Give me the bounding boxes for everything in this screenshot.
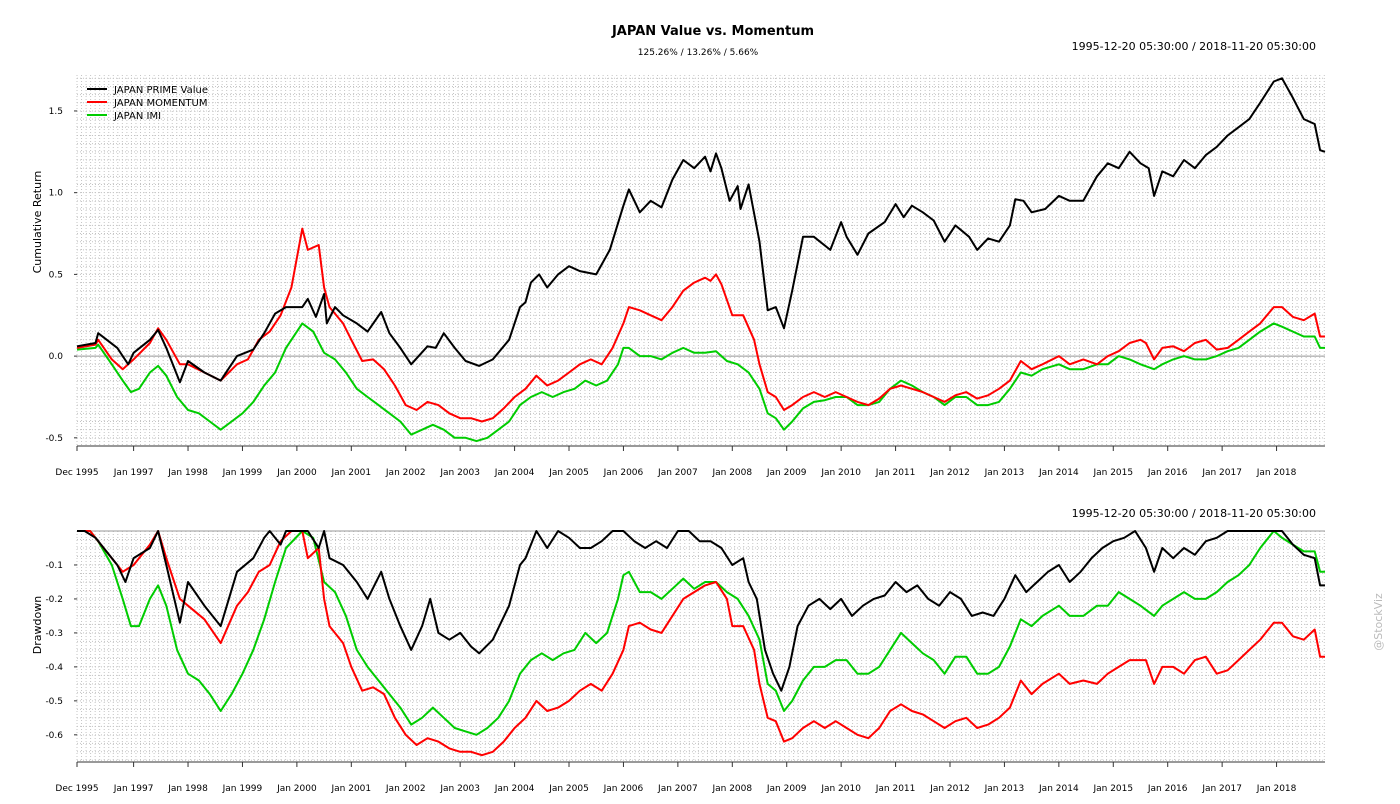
x-tick-label: Jan 2011 [875,784,916,794]
x-tick-label: Jan 2001 [330,468,371,478]
y-tick-label: -0.4 [45,663,63,673]
legend: JAPAN PRIME Value JAPAN MOMENTUM JAPAN IMI [87,85,208,122]
x-tick-label: Jan 2004 [494,784,535,794]
x-tick-label: Dec 1995 [55,784,98,794]
x-tick-label: Jan 2005 [548,468,589,478]
x-tick-label: Jan 2006 [603,784,644,794]
x-tick-label: Jan 2012 [929,468,970,478]
x-tick-label: Jan 2006 [603,468,644,478]
x-tick-label: Jan 2001 [330,784,371,794]
x-tick-label: Jan 2007 [657,784,698,794]
x-tick-label: Jan 2008 [711,784,752,794]
x-tick-label: Jan 2003 [439,468,480,478]
y-tick-label: -0.3 [45,629,63,639]
x-tick-label: Jan 2017 [1201,784,1242,794]
drawdown-panel: -0.1 -0.2 -0.3 -0.4 -0.5 -0.6 Dec 1995 Jan 1997… [45,530,1325,794]
bottom-date-range: 1995-12-20 05:30:00 / 2018-11-20 05:30:0… [1072,507,1316,520]
x-tick-label: Jan 2004 [494,468,535,478]
bottom-y-axis-label: Drawdown [31,596,44,654]
bottom-series-japan-prime-value [77,530,1325,692]
y-tick-label: 1.5 [49,107,63,117]
legend-label: JAPAN MOMENTUM [113,98,208,109]
x-tick-label: Jan 2013 [984,468,1025,478]
top-horizontal-gridlines [77,77,1325,447]
y-tick-label: -0.2 [45,595,63,605]
legend-item: JAPAN PRIME Value [87,85,208,96]
x-tick-label: Jan 2002 [385,468,426,478]
x-tick-label: Jan 1999 [222,784,263,794]
x-tick-label: Jan 2009 [766,468,807,478]
x-tick-label: Jan 1997 [113,784,154,794]
legend-label: JAPAN IMI [113,111,161,122]
x-tick-label: Jan 2018 [1256,468,1297,478]
bottom-vertical-gridlines [76,531,1325,762]
x-tick-label: Jan 2015 [1092,784,1133,794]
x-tick-label: Jan 2000 [276,468,317,478]
x-tick-label: Jan 2010 [820,468,861,478]
y-tick-label: 0.5 [49,270,63,280]
bottom-horizontal-gridlines [77,530,1325,761]
bottom-series-japan-momentum [77,530,1325,757]
y-tick-label: -0.5 [45,697,63,707]
top-series-japan-momentum [76,227,1325,423]
x-tick-label: Jan 2016 [1147,468,1188,478]
legend-item: JAPAN IMI [87,111,161,122]
x-tick-label: Jan 1997 [113,468,154,478]
x-tick-label: Jan 2010 [820,784,861,794]
x-tick-label: Jan 2009 [766,784,807,794]
x-tick-label: Jan 2011 [875,468,916,478]
x-tick-label: Jan 2016 [1147,784,1188,794]
x-tick-label: Jan 2007 [657,468,698,478]
x-tick-label: Jan 2003 [439,784,480,794]
chart-title: JAPAN Value vs. Momentum [611,24,814,39]
y-tick-label: -0.1 [45,561,63,571]
x-tick-label: Jan 2002 [385,784,426,794]
x-tick-label: Jan 2017 [1201,468,1242,478]
x-tick-label: Jan 1998 [167,468,208,478]
x-tick-label: Jan 2014 [1038,784,1079,794]
cumulative-return-panel: -0.5 0.0 0.5 1.0 1.5 Dec 1995 Jan 1997 Jan 1998… [45,75,1326,478]
x-tick-label: Jan 2008 [711,468,752,478]
x-tick-label: Jan 2000 [276,784,317,794]
bottom-series-japan-imi [77,530,1325,736]
x-tick-label: Jan 2014 [1038,468,1079,478]
top-series-japan-prime-value [76,77,1326,384]
x-tick-label: Jan 1999 [222,468,263,478]
x-tick-label: Jan 2005 [548,784,589,794]
watermark: @StockViz [1372,593,1385,651]
x-tick-label: Jan 1998 [167,784,208,794]
top-y-axis-label: Cumulative Return [31,171,44,274]
top-series-japan-imi [76,322,1325,443]
x-tick-label: Jan 2012 [929,784,970,794]
legend-item: JAPAN MOMENTUM [87,98,208,109]
y-tick-label: 0.0 [49,352,64,362]
x-tick-label: Dec 1995 [55,468,98,478]
chart-subtitle: 125.26% / 13.26% / 5.66% [638,48,759,58]
x-tick-label: Jan 2015 [1092,468,1133,478]
x-tick-label: Jan 2013 [984,784,1025,794]
y-tick-label: -0.5 [45,434,63,444]
top-date-range: 1995-12-20 05:30:00 / 2018-11-20 05:30:0… [1072,40,1316,53]
top-vertical-gridlines [76,75,1325,446]
x-tick-label: Jan 2018 [1256,784,1297,794]
legend-label: JAPAN PRIME Value [113,85,208,96]
y-tick-label: -0.6 [45,731,63,741]
y-tick-label: 1.0 [49,189,64,199]
